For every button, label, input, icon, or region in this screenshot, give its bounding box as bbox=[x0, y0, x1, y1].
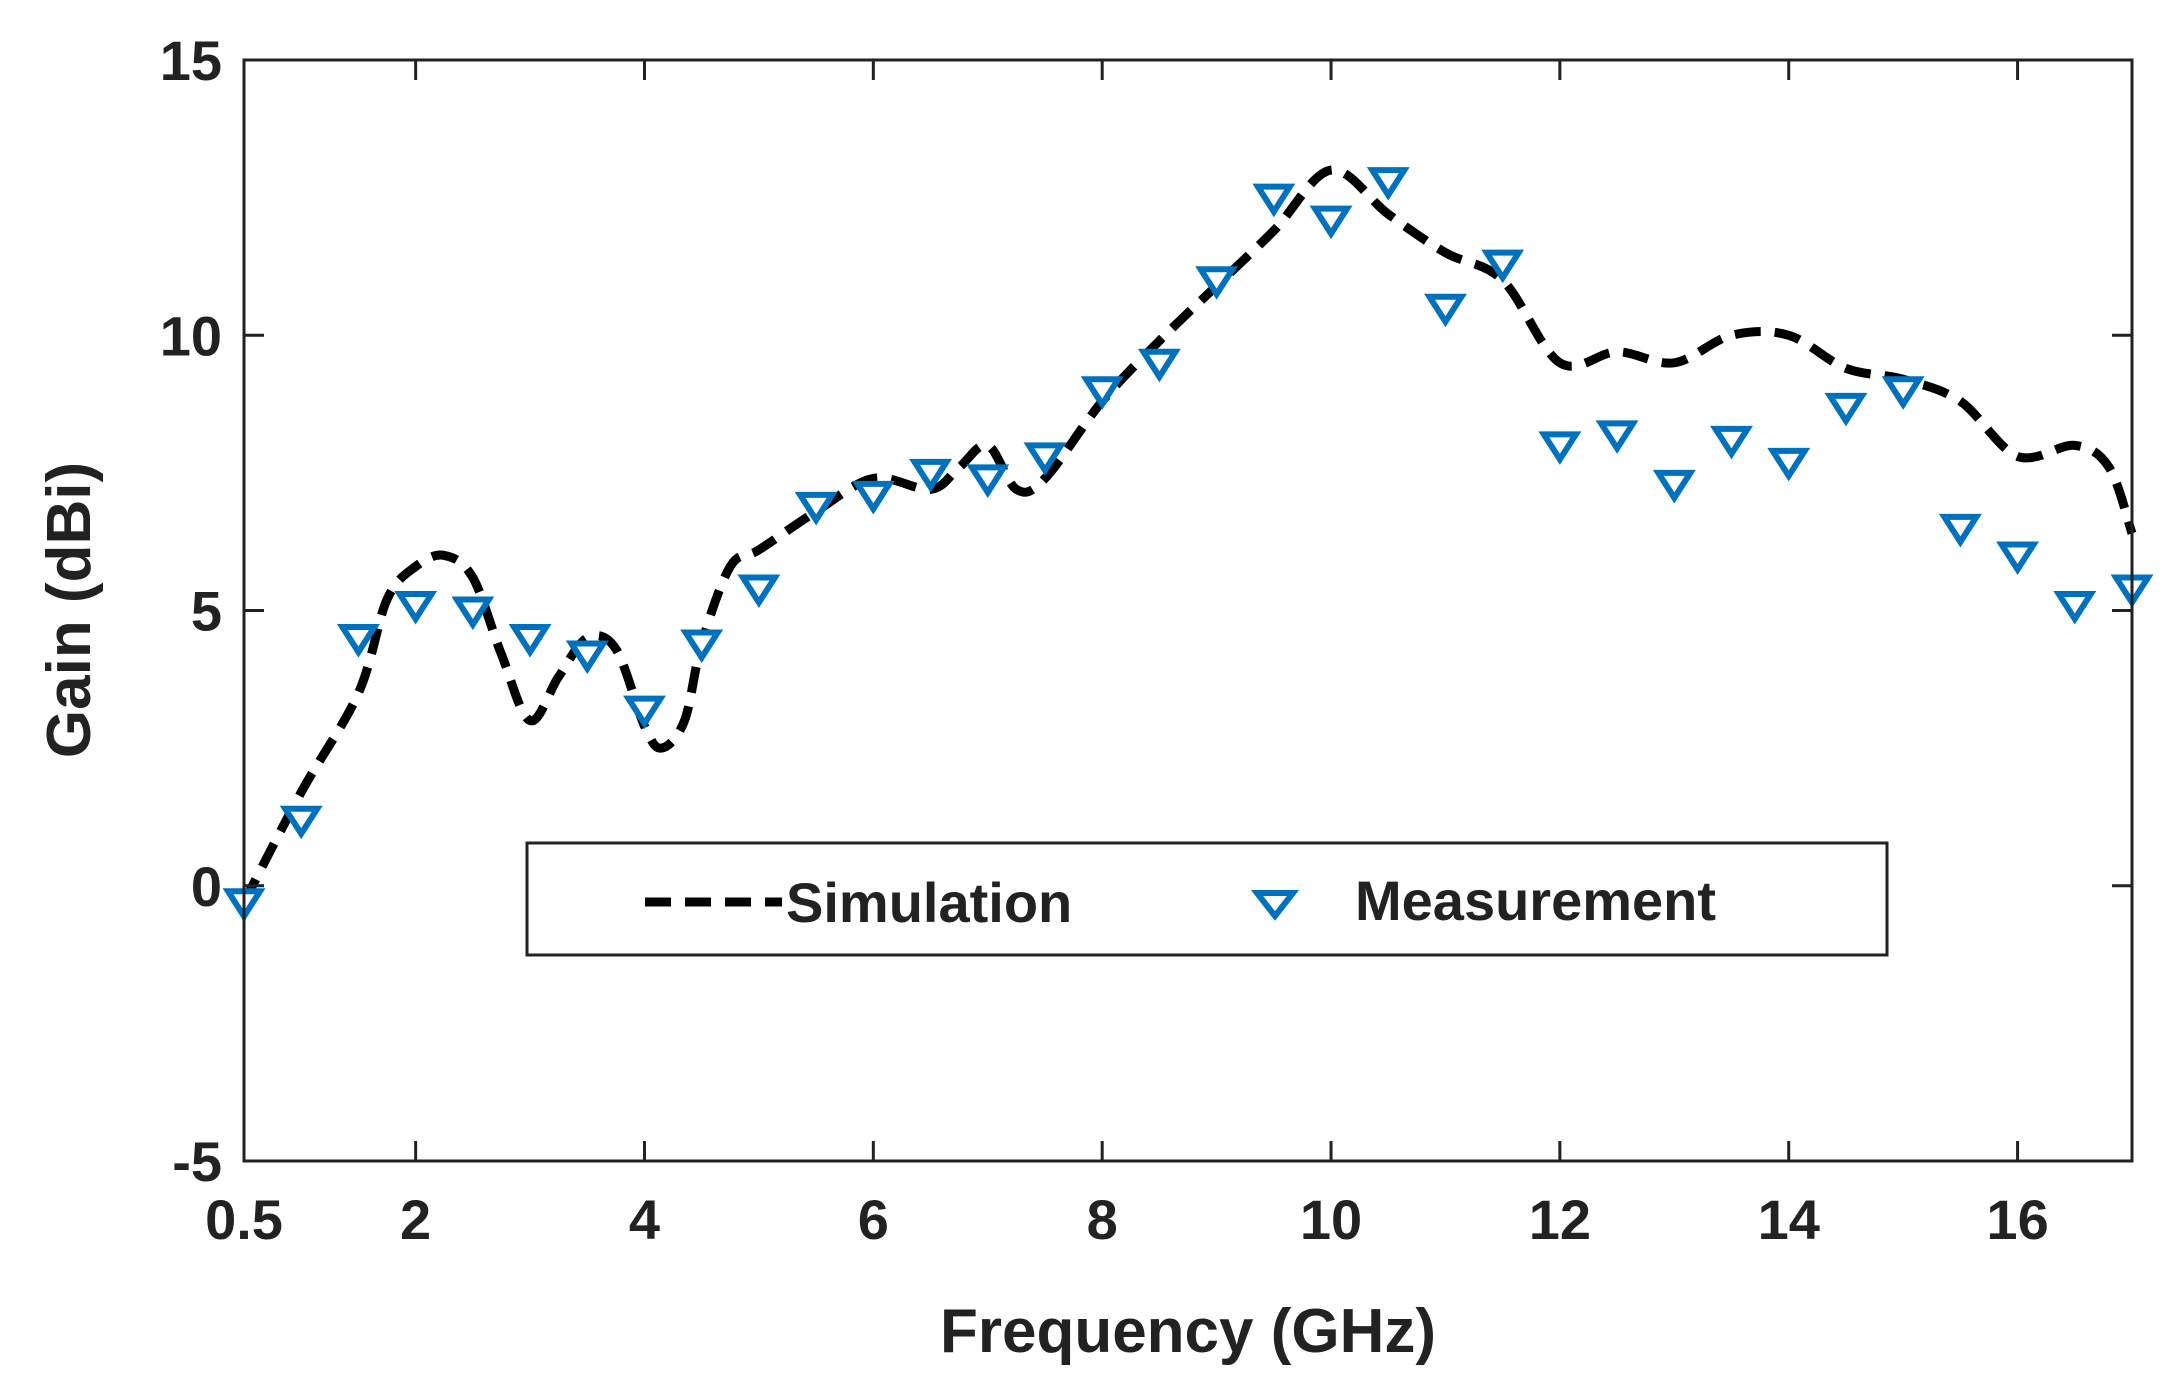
measurement-point bbox=[1881, 376, 1925, 410]
tick-layer: 0.5 2 4 6 8 10 12 14 16 -5 0 5 10 15 bbox=[160, 29, 2132, 1251]
x-tick-label: 4 bbox=[629, 1188, 660, 1251]
legend-measurement-label: Measurement bbox=[1355, 869, 1716, 932]
measurement-point bbox=[1824, 392, 1868, 427]
legend-simulation-label: Simulation bbox=[786, 871, 1072, 934]
legend: Simulation Measurement bbox=[525, 841, 1889, 957]
measurement-point bbox=[1767, 447, 1811, 482]
measurement-point bbox=[1652, 469, 1696, 504]
measurement-point bbox=[1938, 513, 1982, 548]
measurement-point bbox=[966, 464, 1010, 498]
legend-measurement-marker bbox=[1250, 890, 1300, 921]
y-tick-label: -5 bbox=[172, 1130, 222, 1193]
x-tick-label: 6 bbox=[858, 1188, 889, 1251]
measurement-point bbox=[1252, 183, 1296, 218]
measurement-point bbox=[1309, 205, 1353, 240]
measurement-point bbox=[451, 596, 495, 631]
measurement-point bbox=[737, 574, 781, 609]
measurement-point bbox=[1710, 425, 1754, 460]
measurement-point bbox=[394, 590, 438, 625]
measurement-point bbox=[1595, 420, 1639, 454]
measurement-point bbox=[909, 458, 953, 493]
x-tick-label: 8 bbox=[1087, 1188, 1118, 1251]
measurement-point bbox=[1080, 376, 1124, 410]
measurement-point bbox=[1366, 167, 1410, 201]
measurement-point bbox=[508, 624, 552, 658]
y-tick-label: 0 bbox=[191, 855, 222, 918]
measurement-point bbox=[1423, 293, 1467, 328]
measurement-point bbox=[1538, 431, 1582, 465]
measurement-point bbox=[1481, 249, 1525, 284]
y-tick-label: 5 bbox=[191, 580, 222, 643]
measurement-point bbox=[623, 695, 666, 730]
measurement-point bbox=[336, 624, 380, 658]
measurement-point bbox=[565, 640, 609, 675]
x-axis-label: Frequency (GHz) bbox=[940, 1297, 1436, 1366]
measurement-point bbox=[2053, 590, 2097, 625]
x-tick-label: 0.5 bbox=[205, 1188, 283, 1251]
series-layer bbox=[222, 165, 2154, 922]
measurement-point bbox=[680, 629, 724, 664]
simulation-series-line bbox=[240, 165, 2137, 905]
measurement-point bbox=[794, 491, 838, 526]
plot-area bbox=[244, 60, 2132, 1161]
x-tick-label: 2 bbox=[400, 1188, 431, 1251]
x-tick-label: 14 bbox=[1758, 1188, 1820, 1251]
x-tick-label: 16 bbox=[1986, 1188, 2048, 1251]
measurement-point bbox=[1023, 442, 1067, 476]
measurement-point bbox=[1137, 348, 1181, 383]
y-axis-label: Gain (dBi) bbox=[35, 462, 104, 758]
legend-box bbox=[525, 841, 1889, 957]
y-tick-label: 10 bbox=[160, 304, 222, 367]
measurement-point bbox=[279, 805, 323, 840]
measurement-point bbox=[1996, 541, 2040, 576]
x-tick-label: 10 bbox=[1300, 1188, 1362, 1251]
x-tick-label: 12 bbox=[1529, 1188, 1591, 1251]
measurement-point bbox=[851, 480, 895, 515]
y-tick-label: 15 bbox=[160, 29, 222, 92]
measurement-point bbox=[1195, 266, 1239, 300]
